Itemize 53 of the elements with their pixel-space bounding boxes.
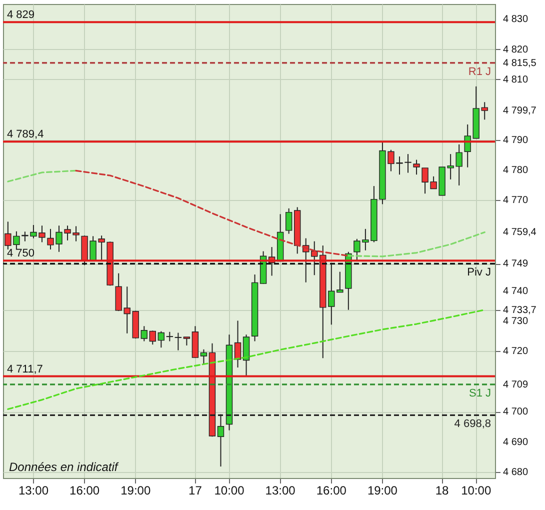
- x-tick-label: 10:00: [461, 484, 492, 498]
- candlestick: [285, 208, 292, 234]
- ref-line-label: 4 829: [7, 9, 35, 22]
- x-tick-label: 13:00: [18, 484, 49, 498]
- candlestick: [158, 330, 165, 348]
- y-tick-label: 4 720: [503, 346, 528, 358]
- y-tick-label: 4 770: [503, 195, 528, 206]
- x-tick-label: 19:00: [120, 484, 151, 498]
- annotation: Données en indicatif: [9, 460, 120, 474]
- x-tick-label: 16:00: [316, 484, 347, 498]
- y-tick-label: 4 799,7: [503, 106, 537, 117]
- y-tick-label: 4 733,7: [503, 304, 537, 316]
- ref-line-label: 4 789,4: [7, 128, 44, 141]
- candlestick: [140, 326, 148, 342]
- x-tick-label: 16:00: [70, 484, 100, 498]
- candlestick: [124, 286, 130, 334]
- x-tick-label: 18: [435, 484, 450, 498]
- y-tick-label: 4 700: [503, 406, 528, 418]
- candlestick: [174, 332, 182, 351]
- ref-line-label: 4 711,7: [7, 363, 43, 376]
- ref-line-label: R1 J: [468, 66, 491, 78]
- candlestick: [481, 102, 488, 120]
- y-tick-label: 4 680: [503, 466, 528, 478]
- y-tick-label: 4 830: [503, 14, 528, 26]
- ref-line-label: Piv J: [467, 266, 491, 279]
- ref-line-label: S1 J: [468, 387, 491, 400]
- y-tick-label: 4 690: [503, 436, 528, 448]
- y-tick-label: 4 810: [503, 74, 528, 86]
- candlestick: [464, 124, 471, 168]
- y-tick-label: 4 820: [503, 44, 528, 56]
- ref-line-label: 4 750: [7, 248, 35, 260]
- candlestick: [115, 272, 122, 312]
- y-tick-label: 4 815,5: [503, 58, 537, 69]
- candlestick: [328, 264, 335, 326]
- ref-line-label: 4 698,8: [454, 418, 491, 430]
- candlestick: [336, 271, 344, 293]
- x-tick-label: 13:00: [265, 484, 296, 498]
- y-tick-label: 4 780: [503, 165, 528, 176]
- y-tick-label: 4 740: [503, 286, 528, 297]
- y-tick-label: 4 709: [503, 379, 528, 390]
- line-series: [7, 309, 486, 410]
- candlestick: [149, 330, 156, 346]
- x-tick-label: 19:00: [367, 484, 398, 498]
- y-tick-label: 4 730: [503, 316, 528, 328]
- y-tick-label: 4 759,4: [503, 227, 537, 238]
- x-tick-label: 17: [188, 484, 202, 498]
- y-tick-label: 4 790: [503, 134, 528, 146]
- y-tick-label: 4 749: [503, 258, 528, 270]
- candlestick: [166, 331, 174, 342]
- candlestick: [242, 334, 250, 378]
- candlestick: [413, 159, 420, 176]
- x-tick-label: 10:00: [214, 484, 245, 498]
- candlestick: [200, 348, 208, 365]
